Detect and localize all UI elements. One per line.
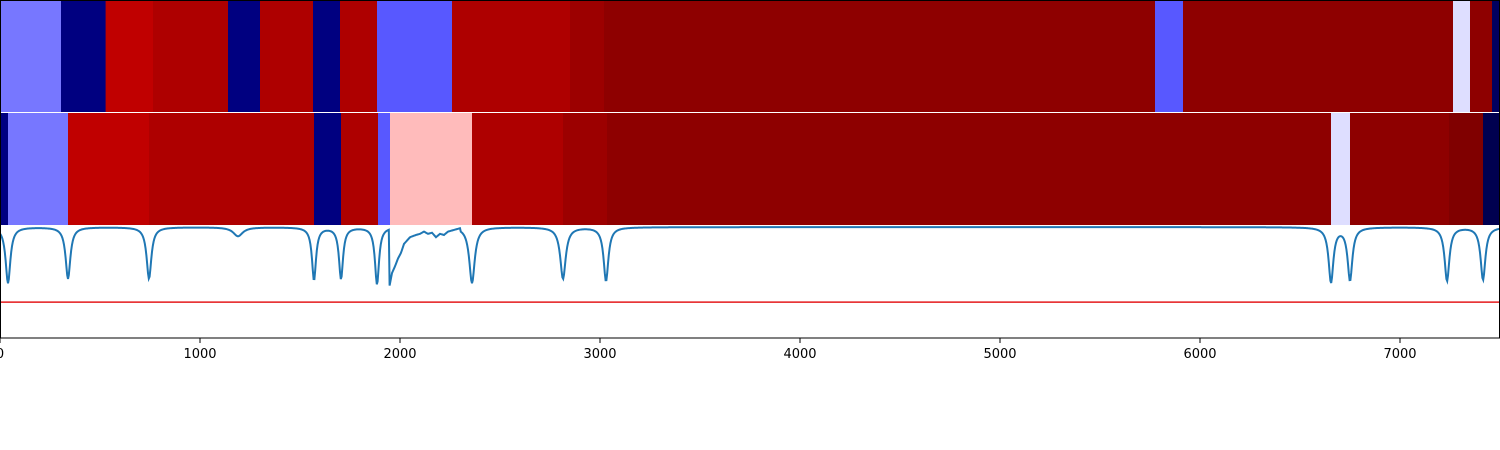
x-tick-label: 6000 [1183, 347, 1216, 362]
heatmap-cell [153, 0, 229, 112]
heatmap-cell [105, 0, 154, 112]
heatmap-cell [260, 0, 314, 112]
heatmap-cell [1492, 0, 1500, 112]
heatmap-cell [378, 113, 391, 225]
heatmap-cell [563, 113, 608, 225]
heatmap-cell [149, 113, 315, 225]
heatmap-cell [341, 113, 379, 225]
heatmap-cell [390, 113, 473, 225]
heatmap-cell [1155, 0, 1184, 112]
heatmap-track-bottom [0, 112, 1500, 226]
heatmap-cell [1331, 113, 1351, 225]
signal-line [0, 226, 1500, 286]
heatmap-cell [472, 113, 564, 225]
heatmap-cell [452, 0, 571, 112]
heatmap-cell [377, 0, 453, 112]
heatmap-cell [314, 113, 342, 225]
heatmap-cell [0, 113, 9, 225]
heatmap-cell [1449, 113, 1484, 225]
x-tick-label: 0 [0, 347, 4, 362]
heatmap-cell [228, 0, 261, 112]
heatmap-cell [570, 0, 605, 112]
x-tick-label: 5000 [983, 347, 1016, 362]
signal-line-panel [0, 226, 1500, 303]
heatmap-cell [1470, 0, 1493, 112]
heatmap-cell [1183, 0, 1454, 112]
heatmap-cell [313, 0, 341, 112]
x-tick-label: 3000 [583, 347, 616, 362]
heatmap-cell [340, 0, 378, 112]
heatmap-cell [1483, 113, 1500, 225]
heatmap-cell [604, 0, 1156, 112]
heatmap-cell [1350, 113, 1450, 225]
heatmap-cell [607, 113, 1332, 225]
heatmap-cell [0, 0, 62, 112]
heatmap-cell [8, 113, 69, 225]
heatmap-cell [1453, 0, 1471, 112]
x-tick-label: 4000 [783, 347, 816, 362]
heatmap-cell [68, 113, 150, 225]
x-axis: 0 1000 2000 3000 4000 5000 6000 7000 [0, 338, 1417, 362]
x-tick-label: 1000 [183, 347, 216, 362]
heatmap-cell [61, 0, 107, 112]
x-tick-label: 7000 [1383, 347, 1416, 362]
heatmap-track-top [0, 0, 1500, 112]
x-tick-label: 2000 [383, 347, 416, 362]
